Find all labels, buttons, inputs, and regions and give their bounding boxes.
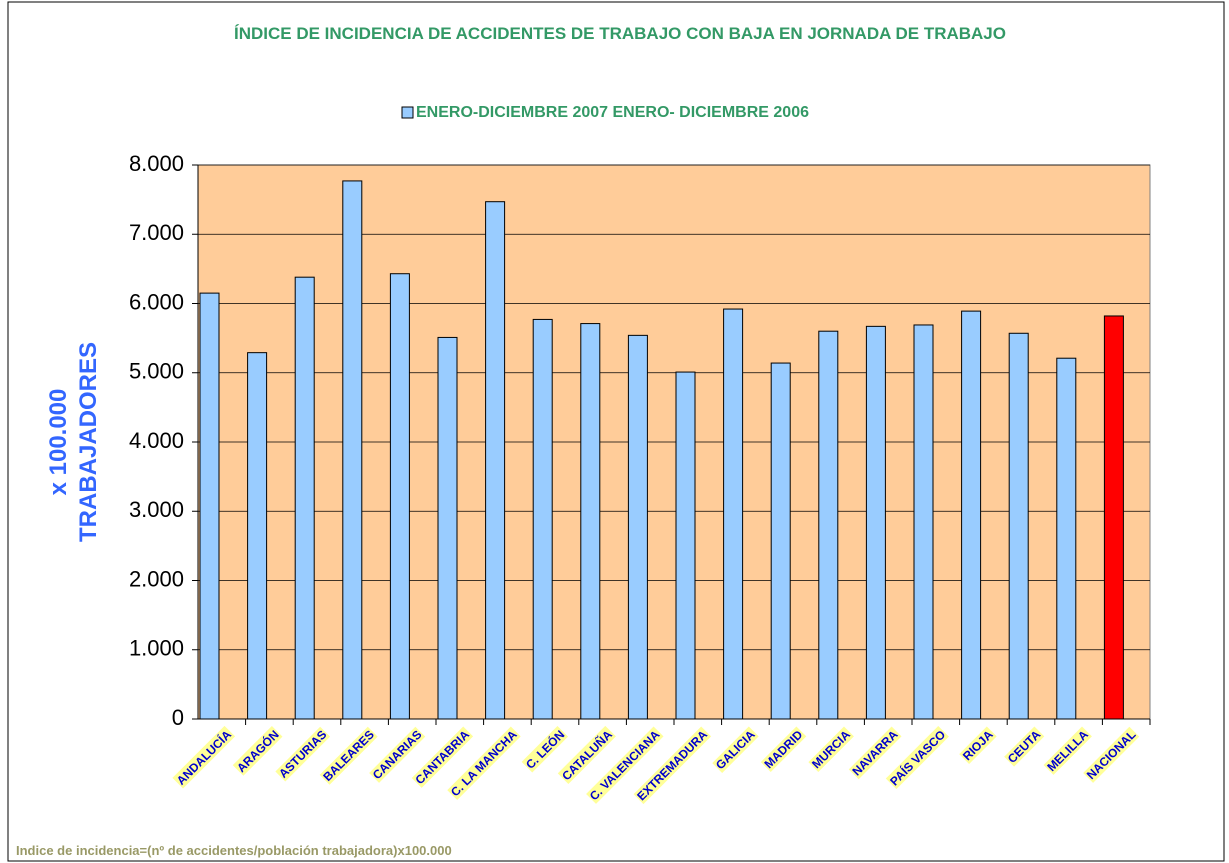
chart-title: ÍNDICE DE INCIDENCIA DE ACCIDENTES DE TR… [234,24,1006,43]
x-tick-label-background [959,726,997,765]
bar [627,334,648,720]
bar [1008,332,1029,720]
bar [675,371,696,720]
bar [485,201,506,720]
y-tick-label: 7.000 [129,220,184,245]
x-tick-label-background [760,726,807,773]
y-axis-label-line: x 100.000 [45,389,72,496]
x-tick-label-background [521,726,569,773]
y-tick-label: 5.000 [129,359,184,384]
bar [723,308,744,720]
y-tick-label: 8.000 [129,151,184,176]
y-tick-label: 3.000 [129,497,184,522]
bar [199,292,220,720]
bar [770,362,791,720]
bar [437,336,458,720]
bar [961,310,982,720]
bar [865,325,886,720]
x-tick-label-background [1004,726,1045,767]
y-axis-label: x 100.000 TRABAJADORES [45,342,102,542]
x-tick-label-background [633,726,712,805]
y-tick-label: 4.000 [129,428,184,453]
x-tick-label-background [848,726,902,780]
y-tick-label: 1.000 [129,636,184,661]
bar [913,324,934,720]
x-tick-label-background [447,726,521,800]
y-tick-label: 0 [172,705,184,730]
bar [818,330,839,720]
x-tick-label-background [586,726,664,804]
bar [342,180,363,720]
bar [532,318,553,720]
x-tick-label-background [232,726,283,776]
y-tick-label: 6.000 [129,289,184,314]
x-tick-label-background [808,726,854,773]
legend-swatch [401,106,414,119]
x-tick-label-background [319,726,378,785]
bar [247,352,268,720]
bar [294,276,315,720]
footnote: Indice de incidencia=(nº de accidentes/p… [16,843,452,858]
x-tick-label-background [275,726,331,782]
y-tick-label: 2.000 [129,566,184,591]
x-tick-label-background [885,726,949,790]
x-tick-label-background [369,726,426,783]
legend-label: ENERO-DICIEMBRE 2007 ENERO- DICIEMBRE 20… [416,104,809,121]
bar [580,323,601,720]
bar [1103,315,1124,720]
bar [389,273,410,720]
x-tick-label-background [1083,726,1140,783]
x-tick-label-background [172,725,236,789]
x-tick-label-background [712,726,759,773]
x-tick-label-background [411,726,474,788]
x-tick-label-background [557,725,616,784]
y-axis-label-line: TRABAJADORES [75,342,102,542]
x-tick-label-background [1043,726,1092,775]
bar [1056,357,1077,720]
